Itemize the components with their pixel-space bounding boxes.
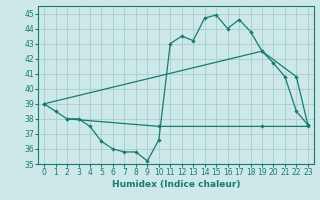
- X-axis label: Humidex (Indice chaleur): Humidex (Indice chaleur): [112, 180, 240, 189]
